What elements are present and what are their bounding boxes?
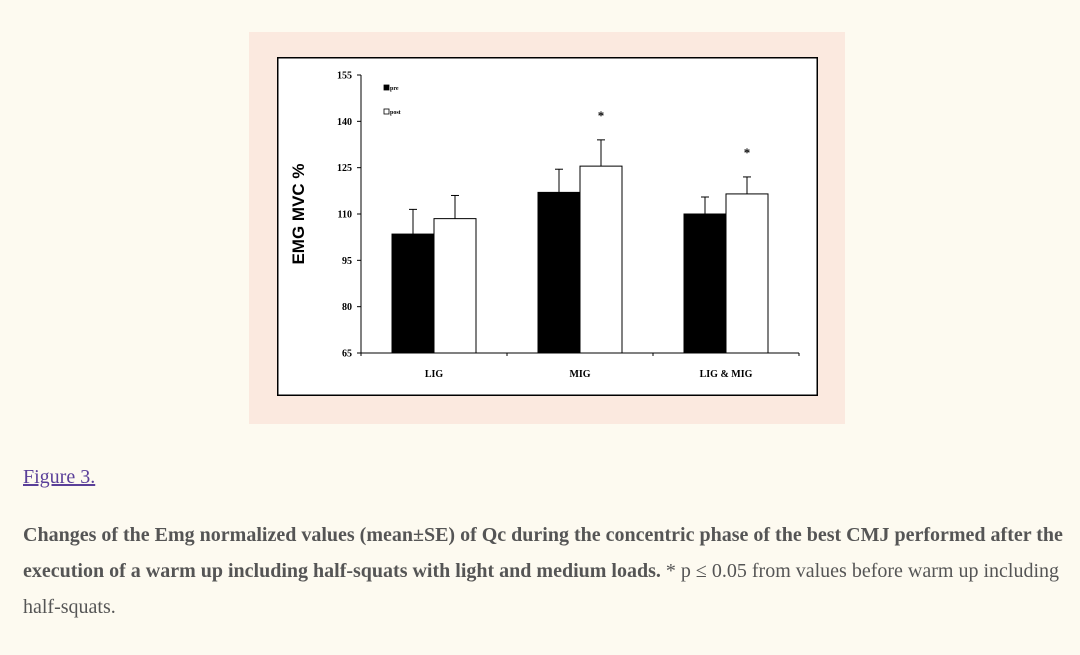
annotations-group: ** [598,108,751,160]
error-bars-group [409,139,751,235]
category-label: LIG [425,369,444,380]
y-tick-label: 110 [338,210,352,221]
caption-bold-text: Changes of the Emg normalized values (me… [23,524,1063,582]
bar-post [433,218,477,354]
legend-swatch-pre [383,84,390,91]
legend-label-post: post [390,110,401,116]
category-label: LIG & MIG [700,369,753,380]
significance-marker: * [598,108,605,123]
bar-post [579,165,623,354]
legend: pre post [383,84,401,116]
legend-label-pre: pre [390,86,399,92]
bar-pre [391,233,435,354]
y-axis-ticks: 65 80 95 110 125 140 155 [337,71,361,360]
significance-marker: * [744,145,751,160]
category-label: MIG [569,369,590,380]
figure-link[interactable]: Figure 3. [23,466,96,488]
legend-swatch-post [383,108,390,115]
y-tick-label: 155 [337,71,352,82]
y-tick-label: 65 [342,349,352,360]
bar-pre [537,191,581,354]
figure-caption: Changes of the Emg normalized values (me… [23,517,1063,625]
y-tick-label: 95 [342,256,352,267]
caption-normal-text: * p ≤ 0.05 from values before warm up in… [23,560,1059,618]
y-tick-label: 140 [337,117,352,128]
bar-pre [683,213,727,354]
bar-post [725,193,769,354]
y-tick-label: 125 [337,163,352,174]
y-tick-label: 80 [342,302,352,313]
y-axis-label: EMG MVC % [289,163,308,264]
